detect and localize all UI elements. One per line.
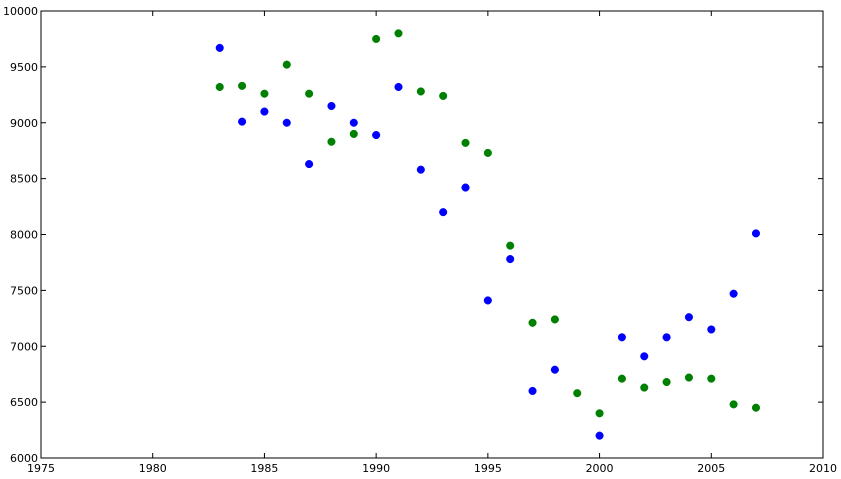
y-tick-label: 9000 bbox=[10, 117, 38, 130]
data-point-series-1 bbox=[327, 101, 336, 111]
y-tick-label: 6000 bbox=[10, 452, 38, 465]
y-tick-label: 7500 bbox=[10, 284, 38, 297]
y-tick-label: 10000 bbox=[3, 5, 38, 18]
data-point-series-1 bbox=[640, 352, 649, 361]
data-point-series-1 bbox=[662, 333, 671, 342]
data-point-series-2 bbox=[215, 82, 224, 92]
data-point-series-1 bbox=[483, 296, 492, 305]
x-tick-label: 1995 bbox=[474, 462, 502, 475]
data-point-series-1 bbox=[528, 386, 537, 396]
data-point-series-2 bbox=[483, 148, 492, 157]
plot-area bbox=[41, 11, 823, 458]
data-point-series-2 bbox=[305, 89, 314, 98]
data-point-series-2 bbox=[372, 34, 381, 43]
x-tick-label: 1990 bbox=[362, 462, 390, 475]
y-tick-label: 9500 bbox=[10, 61, 38, 74]
x-tick-label: 1975 bbox=[27, 462, 55, 475]
data-point-series-1 bbox=[305, 160, 314, 169]
data-point-series-1 bbox=[349, 118, 358, 127]
data-point-series-1 bbox=[416, 165, 425, 174]
data-point-series-2 bbox=[751, 403, 761, 412]
y-tick-label: 7000 bbox=[10, 340, 38, 353]
data-point-series-1 bbox=[282, 118, 291, 127]
data-point-series-2 bbox=[327, 137, 336, 146]
data-point-series-1 bbox=[260, 107, 269, 116]
data-point-series-2 bbox=[528, 318, 537, 327]
data-point-series-2 bbox=[684, 373, 693, 382]
data-point-series-2 bbox=[662, 377, 671, 387]
data-point-series-1 bbox=[439, 208, 448, 217]
y-tick-label: 8000 bbox=[10, 229, 38, 242]
data-point-series-2 bbox=[506, 241, 515, 250]
data-point-series-1 bbox=[550, 365, 559, 374]
data-point-series-2 bbox=[416, 87, 425, 96]
y-tick-label: 8500 bbox=[10, 173, 38, 186]
data-point-series-1 bbox=[506, 255, 515, 264]
data-point-series-1 bbox=[215, 43, 224, 52]
x-tick-label: 2000 bbox=[586, 462, 614, 475]
data-point-series-1 bbox=[595, 431, 604, 440]
data-point-series-2 bbox=[461, 138, 470, 147]
data-point-series-1 bbox=[394, 82, 403, 92]
x-tick-label: 2010 bbox=[809, 462, 837, 475]
data-point-series-1 bbox=[238, 117, 247, 126]
data-point-series-2 bbox=[707, 374, 716, 383]
data-point-series-1 bbox=[684, 313, 693, 322]
x-tick-label: 1985 bbox=[250, 462, 278, 475]
data-point-series-2 bbox=[394, 29, 403, 38]
data-point-series-2 bbox=[573, 389, 582, 398]
data-points bbox=[215, 29, 761, 440]
data-point-series-2 bbox=[640, 383, 649, 392]
data-point-series-1 bbox=[461, 183, 470, 192]
data-point-series-1 bbox=[617, 333, 626, 342]
x-tick-label: 1980 bbox=[139, 462, 167, 475]
data-point-series-1 bbox=[729, 289, 738, 298]
x-tick-label: 2005 bbox=[697, 462, 725, 475]
data-point-series-2 bbox=[238, 81, 247, 90]
data-point-series-2 bbox=[282, 60, 291, 69]
y-tick-label: 6500 bbox=[10, 396, 38, 409]
data-point-series-1 bbox=[707, 325, 716, 334]
data-point-series-2 bbox=[260, 89, 269, 98]
plot-frame bbox=[40, 10, 824, 459]
data-point-series-2 bbox=[349, 129, 358, 138]
data-point-series-2 bbox=[550, 315, 559, 324]
data-point-series-2 bbox=[617, 374, 626, 383]
data-point-series-2 bbox=[595, 409, 604, 418]
data-point-series-2 bbox=[439, 91, 448, 100]
data-point-series-1 bbox=[372, 130, 381, 140]
data-point-series-1 bbox=[751, 229, 761, 238]
data-point-series-2 bbox=[729, 400, 738, 409]
